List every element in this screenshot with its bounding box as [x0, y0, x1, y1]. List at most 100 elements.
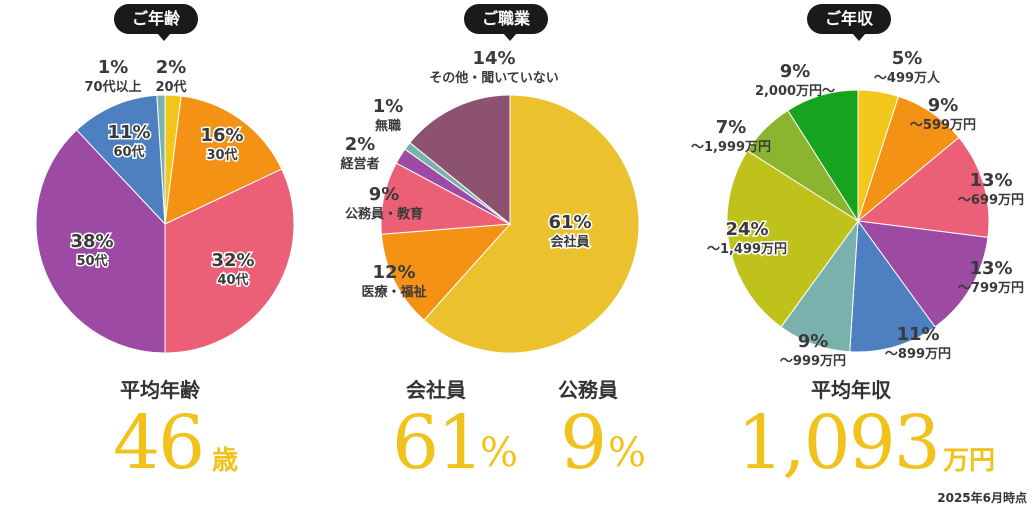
- slice-pct-5: 14%: [472, 48, 515, 69]
- company-employee-stat-label: 会社員: [406, 378, 466, 402]
- pie-slice-8: [787, 89, 859, 223]
- slice-label-4: 1%無職: [373, 96, 404, 134]
- slice-name-4: 〜899万円: [885, 347, 951, 362]
- slice-name-2: 公務員・教育: [345, 206, 423, 222]
- income-title-tag-arrow: [852, 33, 866, 41]
- slice-label-0: 61%会社員: [547, 211, 593, 252]
- slice-label-5: 9% 〜999万円: [780, 331, 846, 369]
- slice-name-6: 〜1,499万円: [707, 242, 787, 257]
- slice-pct-5: 1%: [98, 57, 129, 78]
- occupation-panel: ご職業 61% 会社員 12% 医療・福祉 9% 公務員・教育 2% 経営者 1% 無職 14% その…: [330, 0, 675, 512]
- slice-label-4: 11% 〜899万円: [885, 324, 951, 362]
- age-panel: ご年齢 2% 20代 16% 30代 32% 40代 38% 50代 11% 60代 1% 70代以上…: [0, 0, 330, 512]
- pie-slice-6: [726, 150, 859, 328]
- slice-pct-5: 9%: [798, 331, 829, 352]
- pie-slice-3: [856, 220, 989, 328]
- slice-name-4: 無職: [375, 118, 401, 134]
- slice-label-0: 5%〜499万人: [874, 48, 941, 86]
- pie-slice-2: [164, 168, 295, 354]
- company-employee-stat-value: 61: [392, 400, 484, 486]
- occupation-title-tag-arrow: [503, 33, 517, 41]
- slice-name-2: 〜699万円: [958, 193, 1024, 208]
- slice-pct-4: 11%: [107, 122, 150, 143]
- slice-name-0: 会社員: [550, 234, 589, 250]
- slice-pct-0: 61%: [548, 212, 591, 233]
- civil-servant-stat-unit: %: [608, 430, 647, 476]
- slice-name-7: 〜1,999万円: [691, 140, 771, 155]
- slice-name-1: 〜599万円: [910, 118, 976, 133]
- average-age-label: 平均年齢: [120, 378, 200, 402]
- slice-label-6: 24% 〜1,499万円: [705, 218, 788, 259]
- slice-label-8: 9% 2,000万円〜: [755, 61, 835, 99]
- slice-name-5: 70代以上: [84, 79, 141, 95]
- slice-name-1: 30代: [206, 147, 237, 163]
- pie-slice-0: [423, 94, 640, 354]
- slice-pct-7: 7%: [716, 117, 747, 138]
- age-title-tag-arrow: [157, 33, 171, 41]
- slice-label-2: 32%40代: [210, 249, 256, 290]
- pie-slice-2: [856, 136, 990, 238]
- slice-name-2: 40代: [217, 272, 248, 288]
- slice-pct-1: 12%: [372, 262, 415, 283]
- occupation-title-tag: ご職業: [464, 4, 549, 34]
- occupation-pie-chart: 61%会社員12%医療・福祉9%公務員・教育2%経営者1%無職14%その他・聞い…: [340, 48, 640, 354]
- slice-pct-3: 13%: [969, 258, 1012, 279]
- slice-pct-0: 5%: [892, 48, 923, 69]
- pie-slice-4: [849, 219, 936, 353]
- slice-label-3: 38%50代: [69, 230, 115, 271]
- slice-pct-4: 11%: [896, 324, 939, 345]
- slice-pct-4: 1%: [373, 96, 404, 117]
- slice-pct-6: 24%: [725, 219, 768, 240]
- slice-pct-3: 38%: [70, 231, 113, 252]
- slice-name-1: 医療・福祉: [361, 284, 426, 300]
- average-income-value: 1,093: [737, 400, 941, 486]
- pie-slice-3: [35, 129, 166, 354]
- slice-label-5: 1%70代以上: [84, 57, 141, 95]
- pie-slice-1: [164, 95, 283, 225]
- average-income-label: 平均年収: [811, 378, 891, 402]
- income-panel: ご年収 5% 〜499万人 9% 〜599万円 13% 〜699万円 13% 〜799万円 11…: [675, 0, 1033, 512]
- slice-pct-2: 13%: [969, 170, 1012, 191]
- slice-pct-1: 16%: [200, 125, 243, 146]
- slice-label-3: 13% 〜799万円: [958, 258, 1024, 296]
- slice-pct-3: 2%: [345, 134, 376, 155]
- slice-label-1: 12%医療・福祉: [361, 262, 426, 300]
- average-age-unit: 歳: [212, 446, 239, 476]
- slice-pct-0: 2%: [156, 57, 187, 78]
- slice-pct-8: 9%: [780, 61, 811, 82]
- civil-servant-stat-value: 9: [560, 400, 607, 486]
- average-age-value: 46: [113, 400, 205, 486]
- slice-name-3: 経営者: [340, 156, 379, 172]
- footnote-date: 2025年6月時点: [937, 491, 1027, 505]
- pie-slice-1: [380, 223, 512, 321]
- slice-pct-1: 9%: [928, 95, 959, 116]
- average-income-unit: 万円: [943, 446, 996, 476]
- slice-label-4: 11%60代: [106, 121, 152, 162]
- income-title-tag: ご年収: [807, 4, 892, 34]
- slice-label-2: 13% 〜699万円: [958, 170, 1024, 208]
- civil-servant-stat-label: 公務員: [558, 378, 618, 402]
- slice-name-5: その他・聞いていない: [429, 70, 559, 86]
- slice-name-4: 60代: [113, 144, 144, 160]
- slice-label-3: 2%経営者: [340, 134, 379, 172]
- age-pie-chart: 2%20代 16%30代 32%40代 38%50代 11%60代 1%70代以上: [35, 57, 295, 354]
- slice-label-5: 14%その他・聞いていない: [429, 48, 559, 86]
- age-title-tag: ご年齢: [114, 4, 199, 34]
- slice-label-1: 9% 〜599万円: [910, 95, 976, 133]
- pie-slice-5: [156, 94, 166, 225]
- slice-name-8: 2,000万円〜: [755, 84, 835, 99]
- slice-label-2: 9%公務員・教育: [345, 184, 423, 222]
- slice-label-7: 7% 〜1,999万円: [691, 117, 771, 155]
- pie-slice-5: [409, 94, 511, 226]
- slice-name-0: 〜499万人: [874, 70, 941, 86]
- slice-name-0: 20代: [155, 79, 186, 95]
- slice-name-3: 〜799万円: [958, 281, 1024, 296]
- slice-label-1: 16%30代: [199, 124, 245, 165]
- company-employee-stat-unit: %: [480, 430, 519, 476]
- slice-name-5: 〜999万円: [780, 354, 846, 369]
- pie-slice-4: [75, 94, 166, 226]
- slice-label-0: 2%20代: [155, 57, 186, 95]
- slice-pct-2: 9%: [369, 184, 400, 205]
- income-pie-chart: 5%〜499万人 9% 〜599万円 13% 〜699万円 13% 〜799万円 11% 〜89…: [691, 48, 1024, 369]
- slice-name-3: 50代: [76, 253, 107, 269]
